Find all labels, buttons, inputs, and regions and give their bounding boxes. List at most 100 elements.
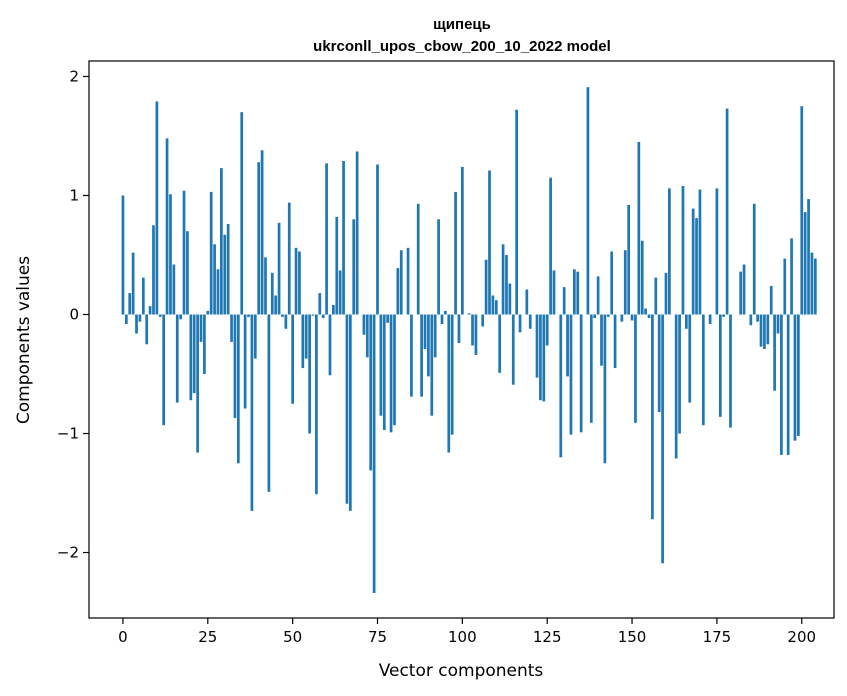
bar-202: [807, 199, 810, 315]
bar-137: [586, 87, 590, 315]
bar-46: [277, 222, 281, 315]
bar-110: [494, 300, 498, 315]
bar-143: [606, 314, 610, 317]
bar-164: [678, 314, 681, 434]
bar-62: [332, 304, 335, 315]
bar-37: [247, 314, 250, 317]
bar-178: [725, 108, 729, 315]
bar-8: [148, 306, 152, 315]
chart-subtitle: ukrconll_upos_cbow_200_10_2022 model: [313, 38, 611, 55]
x-tick-label: 50: [283, 628, 302, 646]
bar-71: [362, 314, 366, 335]
bar-186: [752, 203, 756, 315]
bar-22: [196, 314, 199, 453]
bar-26: [209, 191, 213, 315]
bar-69: [355, 151, 359, 315]
bar-27: [213, 244, 216, 315]
bar-38: [250, 314, 254, 511]
bar-90: [427, 314, 430, 377]
bar-119: [525, 289, 529, 315]
bar-77: [382, 314, 386, 430]
bar-43: [267, 314, 271, 492]
bar-67: [348, 314, 352, 511]
bar-81: [396, 268, 400, 315]
bar-151: [634, 314, 637, 423]
bar-series: [121, 87, 817, 594]
x-tick-label: 125: [533, 628, 562, 646]
bar-179: [729, 314, 732, 428]
bar-135: [579, 314, 583, 433]
bar-25: [206, 310, 210, 315]
bar-18: [182, 190, 186, 315]
bar-47: [281, 314, 284, 317]
bar-10: [155, 101, 159, 315]
bar-50: [291, 314, 295, 404]
bar-106: [481, 314, 485, 327]
bar-40: [257, 162, 261, 315]
bar-159: [661, 314, 664, 564]
bar-140: [596, 276, 600, 315]
bar-29: [220, 168, 223, 315]
y-tick-label: 2: [69, 67, 79, 85]
bar-75: [376, 164, 379, 315]
bar-3: [131, 252, 135, 315]
bar-155: [647, 314, 651, 319]
bar-171: [701, 314, 705, 426]
bar-74: [372, 314, 376, 594]
bar-64: [338, 270, 342, 315]
bar-129: [559, 314, 563, 458]
y-axis-ticks: −2 −1 0 1 2: [57, 67, 89, 562]
bar-125: [545, 314, 549, 346]
plot-frame: [88, 60, 835, 619]
bar-102: [467, 313, 471, 315]
bar-16: [175, 314, 179, 403]
bar-196: [786, 314, 790, 455]
bar-158: [657, 314, 661, 413]
bar-52: [298, 251, 301, 315]
bar-134: [576, 271, 580, 315]
bar-55: [308, 314, 311, 434]
x-tick-label: 150: [618, 628, 647, 646]
bar-95: [444, 310, 447, 315]
bar-117: [518, 314, 522, 333]
bar-115: [511, 314, 515, 385]
bar-189: [763, 314, 766, 350]
bar-0: [121, 195, 125, 315]
bar-87: [416, 203, 420, 315]
y-tick-label: 0: [69, 306, 79, 324]
bar-138: [589, 314, 593, 423]
bar-11: [158, 314, 162, 317]
bar-122: [535, 314, 539, 378]
bar-84: [406, 247, 410, 315]
bar-53: [301, 314, 305, 369]
bar-103: [471, 314, 474, 346]
bar-166: [685, 314, 688, 329]
bar-48: [284, 314, 288, 329]
bar-148: [623, 250, 627, 315]
bar-7: [145, 314, 149, 345]
bar-142: [603, 314, 607, 464]
y-axis-label: Components values: [14, 256, 34, 424]
bar-150: [630, 314, 634, 321]
y-tick-label: 1: [69, 186, 79, 204]
bar-152: [637, 141, 641, 315]
bar-12: [162, 314, 166, 426]
bar-191: [769, 285, 773, 315]
bar-165: [681, 185, 685, 315]
bar-203: [810, 252, 814, 315]
bar-168: [691, 208, 695, 315]
x-tick-label: 0: [118, 628, 128, 646]
bar-124: [542, 314, 546, 402]
x-tick-label: 100: [448, 628, 477, 646]
bar-127: [552, 270, 556, 315]
bar-49: [287, 202, 291, 315]
bar-132: [569, 314, 573, 435]
bar-72: [365, 314, 369, 358]
bar-194: [780, 314, 783, 455]
bar-107: [484, 259, 488, 315]
bar-45: [274, 295, 278, 315]
bar-175: [715, 188, 719, 315]
bar-6: [141, 277, 145, 315]
x-axis-label: Vector components: [379, 661, 544, 681]
